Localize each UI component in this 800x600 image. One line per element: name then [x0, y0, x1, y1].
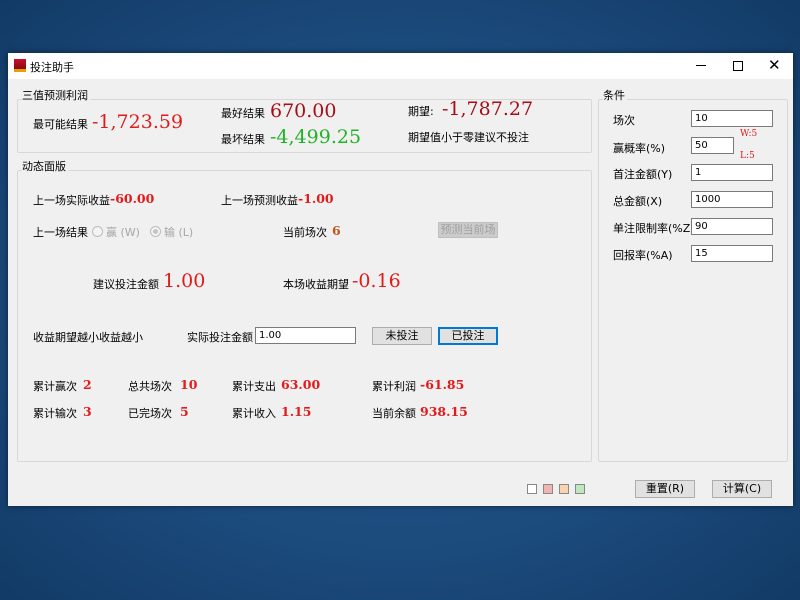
calc-button[interactable]: 计算(C) — [712, 480, 772, 498]
first-bet-input[interactable]: 1 — [691, 164, 773, 181]
field-label-rounds: 场次 — [613, 114, 635, 127]
field-label-limit: 单注限制率(%Z) — [613, 222, 695, 235]
actual-bet-label: 实际投注金额 — [187, 331, 253, 344]
stat-value: 1.15 — [281, 404, 312, 419]
stat-label: 总共场次 — [128, 380, 172, 393]
close-icon[interactable]: ✕ — [768, 56, 781, 74]
stat-label: 累计支出 — [232, 380, 276, 393]
color-swatch — [575, 484, 585, 494]
field-label-first-bet: 首注金额(Y) — [613, 168, 673, 181]
not-bet-button[interactable]: 未投注 — [372, 327, 432, 345]
best-value: 670.00 — [270, 100, 337, 122]
return-input[interactable]: 15 — [691, 245, 773, 262]
color-swatch — [527, 484, 537, 494]
stat-value: -61.85 — [420, 377, 465, 392]
most-likely-label: 最可能结果 — [33, 118, 88, 131]
current-round-value: 6 — [332, 223, 341, 238]
expect-label: 期望: — [408, 105, 434, 118]
radio-win-label: 赢 (W) — [106, 226, 140, 239]
maximize-icon[interactable] — [733, 61, 743, 71]
win-rate-input[interactable]: 50 — [691, 137, 734, 154]
most-likely-value: -1,723.59 — [92, 111, 184, 133]
stat-label: 累计收入 — [232, 407, 276, 420]
stat-label: 当前余额 — [372, 407, 416, 420]
current-round-label: 当前场次 — [283, 226, 327, 239]
title-bar: 投注助手 ✕ — [8, 53, 793, 79]
window-title: 投注助手 — [30, 61, 74, 74]
rounds-input[interactable]: 10 — [691, 110, 773, 127]
expect-value: -1,787.27 — [442, 98, 534, 120]
radio-lose[interactable]: 输 (L) — [150, 224, 193, 240]
stat-label: 已完场次 — [128, 407, 172, 420]
app-window: 投注助手 ✕ 三值预测利润 最可能结果 -1,723.59 最好结果 670.0… — [8, 53, 793, 506]
actual-bet-input[interactable]: 1.00 — [255, 327, 356, 344]
stat-value: 5 — [180, 404, 189, 419]
worst-value: -4,499.25 — [270, 126, 362, 148]
last-pred-value: -1.00 — [298, 191, 334, 206]
color-swatch — [559, 484, 569, 494]
lose-count: L:5 — [740, 151, 755, 161]
dynamic-group-label: 动态面版 — [22, 158, 68, 174]
forecast-group — [17, 99, 592, 153]
field-label-win-rate: 赢概率(%) — [613, 142, 666, 155]
stat-value: 63.00 — [281, 377, 321, 392]
last-pred-label: 上一场预测收益 — [221, 194, 298, 207]
stat-value: 10 — [180, 377, 198, 392]
limit-input[interactable]: 90 — [691, 218, 773, 235]
round-expect-label: 本场收益期望 — [283, 278, 349, 291]
suggest-label: 建议投注金额 — [93, 278, 159, 291]
field-label-return: 回报率(%A) — [613, 249, 673, 262]
last-actual-value: -60.00 — [110, 191, 155, 206]
predict-button[interactable]: 预测当前场 — [438, 222, 498, 238]
hint-text: 收益期望越小收益越小 — [33, 331, 143, 344]
bet-button[interactable]: 已投注 — [438, 327, 498, 345]
field-label-total: 总金额(X) — [613, 195, 663, 208]
stat-value: 3 — [83, 404, 92, 419]
reset-button[interactable]: 重置(R) — [635, 480, 695, 498]
win-count: W:5 — [740, 129, 758, 139]
round-expect-value: -0.16 — [352, 270, 401, 292]
forecast-group-label: 三值预测利润 — [22, 87, 90, 103]
advice-text: 期望值小于零建议不投注 — [408, 131, 529, 144]
stat-label: 累计利润 — [372, 380, 416, 393]
color-swatch — [543, 484, 553, 494]
stat-label: 累计输次 — [33, 407, 77, 420]
last-result-label: 上一场结果 — [33, 226, 88, 239]
stat-value: 938.15 — [420, 404, 468, 419]
radio-win[interactable]: 赢 (W) — [92, 224, 140, 240]
app-logo-icon — [14, 59, 26, 72]
minimize-icon[interactable] — [696, 65, 706, 66]
total-input[interactable]: 1000 — [691, 191, 773, 208]
dynamic-group — [17, 170, 592, 462]
radio-lose-label: 输 (L) — [164, 226, 194, 239]
stat-value: 2 — [83, 377, 92, 392]
radio-circle[interactable] — [92, 226, 103, 237]
last-actual-label: 上一场实际收益 — [33, 194, 110, 207]
suggest-value: 1.00 — [163, 270, 206, 292]
worst-label: 最坏结果 — [221, 133, 265, 146]
conditions-group-label: 条件 — [603, 87, 627, 103]
stat-label: 累计赢次 — [33, 380, 77, 393]
conditions-group — [598, 99, 788, 462]
best-label: 最好结果 — [221, 107, 265, 120]
radio-circle[interactable] — [150, 226, 161, 237]
